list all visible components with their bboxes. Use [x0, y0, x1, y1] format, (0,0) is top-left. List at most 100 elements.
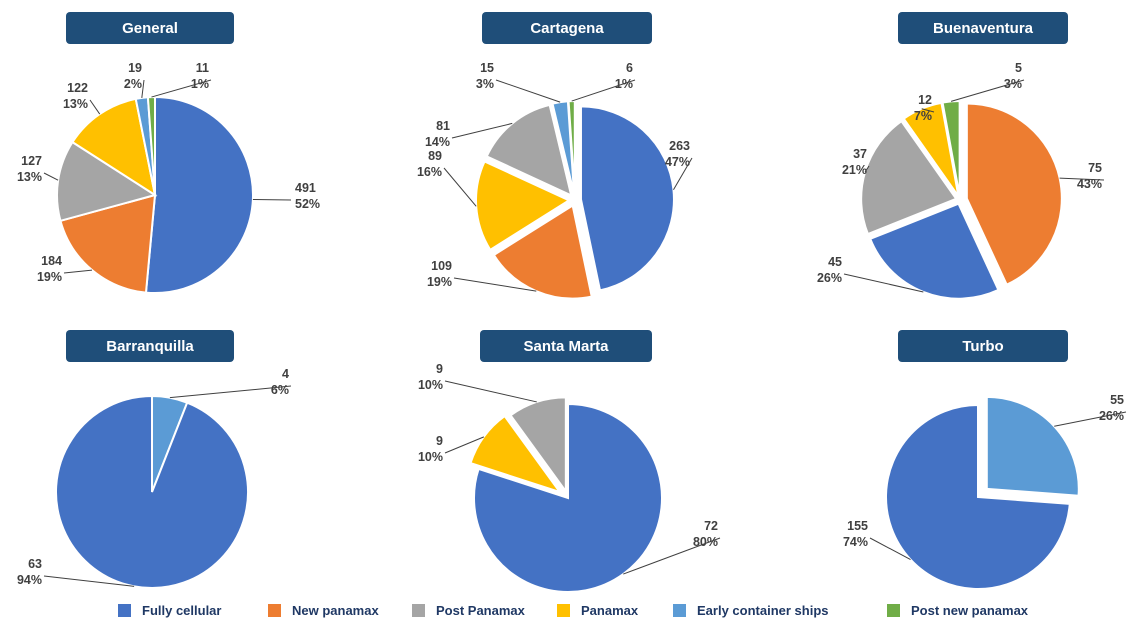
- chart-turbo: Turbo 55 26% 155 74%: [843, 330, 1127, 590]
- data-label-value: 72: [704, 519, 718, 533]
- data-label-percent: 1%: [191, 77, 209, 91]
- data-label-value: 75: [1088, 161, 1102, 175]
- chart-title-box: [66, 330, 234, 362]
- chart-title: General: [122, 20, 178, 37]
- pie-slice-panamax: [902, 101, 960, 197]
- pie-slice-panamax: [469, 414, 563, 495]
- data-label-percent: 80%: [693, 535, 718, 549]
- data-label-value: 491: [295, 181, 316, 195]
- leader-line: [843, 273, 924, 293]
- data-label-percent: 3%: [476, 77, 494, 91]
- leader-line: [151, 79, 212, 98]
- leader-line: [443, 167, 477, 207]
- pie-slice-post-new-panamax: [941, 100, 961, 197]
- data-label-percent: 14%: [425, 135, 450, 149]
- chart-title-box: [898, 12, 1068, 44]
- data-label-percent: 13%: [17, 170, 42, 184]
- pie-slice-fully-cellular: [868, 202, 1000, 300]
- chart-title-box: [898, 330, 1068, 362]
- data-label-value: 19: [128, 61, 142, 75]
- chart-barranquilla: Barranquilla 4 6% 63 94%: [17, 330, 292, 589]
- leader-line: [864, 165, 870, 173]
- data-label-value: 184: [41, 254, 62, 268]
- pie-slice-fully-cellular: [144, 95, 254, 294]
- data-label-percent: 94%: [17, 573, 42, 587]
- data-label-value: 37: [853, 147, 867, 161]
- chart-title: Barranquilla: [106, 338, 194, 355]
- legend-swatch-post-new-panamax: [887, 604, 900, 617]
- data-label-percent: 10%: [418, 378, 443, 392]
- data-label-value: 109: [431, 259, 452, 273]
- pie-slice-fully-cellular: [55, 394, 249, 589]
- leader-line: [141, 79, 145, 98]
- pie-slice-post-new-panamax: [146, 95, 156, 196]
- chart-title-box: [482, 12, 652, 44]
- leader-line: [444, 380, 537, 403]
- data-label-percent: 19%: [37, 270, 62, 284]
- data-label-value: 55: [1110, 393, 1124, 407]
- legend: Fully cellular New panamax Post Panamax Pan…: [118, 603, 1029, 618]
- data-label-value: 81: [436, 119, 450, 133]
- data-label-value: 63: [28, 557, 42, 571]
- chart-general: General 491 52% 184 19% 127 13% 122 13% 19 2% 11 1%: [17, 12, 320, 294]
- legend-label-new-panamax: New panamax: [292, 603, 379, 618]
- data-label-percent: 2%: [124, 77, 142, 91]
- leader-line: [950, 79, 1025, 102]
- data-label-percent: 19%: [427, 275, 452, 289]
- legend-swatch-new-panamax: [268, 604, 281, 617]
- legend-swatch-post-panamax: [412, 604, 425, 617]
- leader-line: [921, 108, 935, 113]
- data-label-percent: 43%: [1077, 177, 1102, 191]
- data-label-percent: 13%: [63, 97, 88, 111]
- data-label-value: 5: [1015, 61, 1022, 75]
- data-label-value: 15: [480, 61, 494, 75]
- data-label-value: 155: [847, 519, 868, 533]
- legend-swatch-early-container-ships: [673, 604, 686, 617]
- leader-line: [1059, 177, 1105, 181]
- pie-slice-panamax: [71, 97, 157, 198]
- data-label-value: 89: [428, 149, 442, 163]
- data-label-percent: 26%: [1099, 409, 1124, 423]
- data-label-percent: 16%: [417, 165, 442, 179]
- data-label-percent: 21%: [842, 163, 867, 177]
- leader-line: [869, 537, 911, 561]
- pie-slice-post-panamax: [56, 140, 158, 223]
- chart-santa-marta: Santa Marta 72 80% 9 10% 9 10%: [418, 330, 721, 593]
- data-label-value: 12: [918, 93, 932, 107]
- leader-line: [495, 79, 561, 103]
- chart-title-box: [66, 12, 234, 44]
- data-label-percent: 26%: [817, 271, 842, 285]
- pie-slice-new-panamax: [59, 193, 157, 294]
- chart-cartagena: Cartagena 263 47% 109 19% 89 16% 81 14% 15 3% 6 1%: [417, 12, 693, 300]
- data-label-value: 6: [626, 61, 633, 75]
- leader-line: [673, 157, 693, 191]
- pie-slice-early-container-ships: [985, 395, 1080, 497]
- leader-line: [623, 537, 721, 575]
- leader-line: [1054, 411, 1127, 427]
- leader-line: [63, 269, 93, 274]
- legend-label-fully-cellular: Fully cellular: [142, 603, 221, 618]
- legend-label-panamax: Panamax: [581, 603, 639, 618]
- legend-label-early-container-ships: Early container ships: [697, 603, 829, 618]
- leader-line: [89, 99, 101, 115]
- pie-slice-post-panamax: [509, 396, 567, 495]
- pie-slice-new-panamax: [492, 203, 593, 300]
- chart-title: Turbo: [962, 338, 1003, 355]
- data-label-percent: 52%: [295, 197, 320, 211]
- chart-title: Buenaventura: [933, 20, 1034, 37]
- leader-line: [453, 277, 537, 292]
- data-label-value: 127: [21, 154, 42, 168]
- chart-title: Santa Marta: [523, 338, 609, 355]
- legend-swatch-panamax: [557, 604, 570, 617]
- leader-line: [444, 436, 485, 454]
- data-label-percent: 47%: [665, 155, 690, 169]
- data-label-percent: 74%: [843, 535, 868, 549]
- pie-slice-post-new-panamax: [567, 100, 576, 195]
- leader-line: [451, 122, 513, 139]
- chart-buenaventura: Buenaventura 75 43% 45 26% 37 21% 12 7% 5 3%: [817, 12, 1105, 300]
- pie-slice-post-panamax: [860, 119, 958, 236]
- pie-slice-fully-cellular: [579, 105, 675, 292]
- data-label-percent: 6%: [271, 383, 289, 397]
- legend-label-post-panamax: Post Panamax: [436, 603, 526, 618]
